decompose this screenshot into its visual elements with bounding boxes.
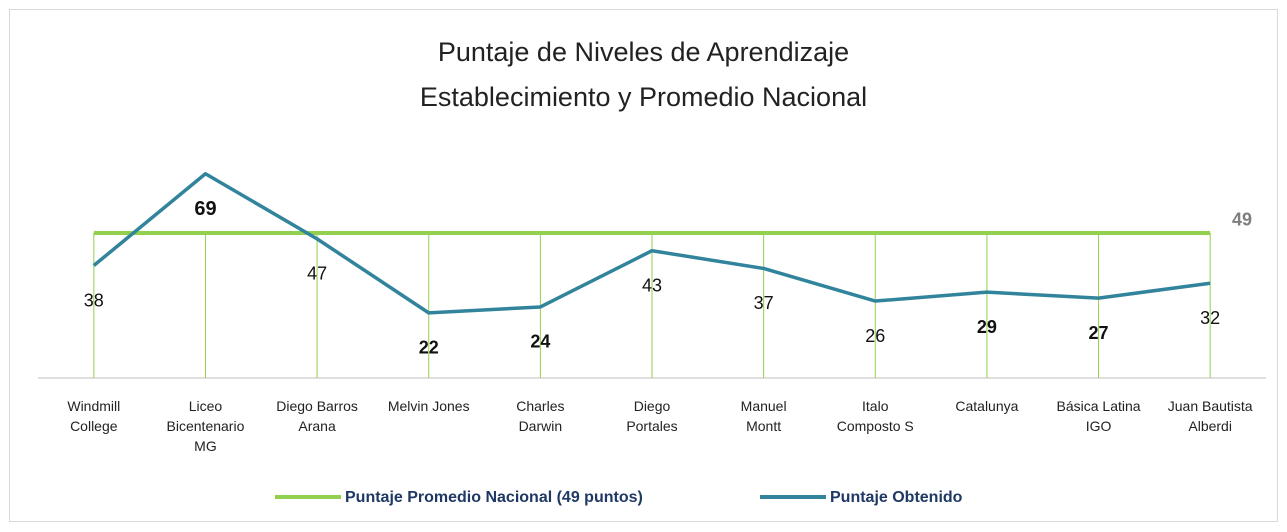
data-label: 69	[194, 198, 216, 220]
x-tick-label: Windmill College	[67, 398, 121, 434]
data-label: 29	[977, 317, 997, 337]
x-tick-label: Melvin Jones	[387, 398, 470, 414]
data-label: 38	[84, 290, 104, 310]
x-tick-label: Juan Bautista Alberdi	[1167, 398, 1253, 434]
data-label: 22	[419, 338, 439, 358]
data-label: 47	[307, 264, 327, 284]
data-label: 37	[754, 293, 774, 313]
x-tick-label: Básica Latina IGO	[1056, 398, 1141, 434]
legend-label: Puntaje Obtenido	[830, 489, 963, 506]
x-tick-label: Diego Barros Arana	[276, 398, 358, 434]
data-label: 49	[1232, 210, 1252, 230]
data-label: 26	[865, 326, 885, 346]
chart-title: Puntaje de Niveles de Aprendizaje Establ…	[419, 37, 868, 112]
legend-label: Puntaje Promedio Nacional (49 puntos)	[345, 489, 643, 506]
x-tick-label: Italo Composto S	[836, 398, 914, 434]
x-tick-label: Liceo Bicentenario MG	[166, 398, 245, 454]
x-tick-label: Diego Portales	[626, 398, 678, 434]
data-label: 27	[1089, 323, 1109, 343]
data-label: 24	[530, 332, 550, 352]
x-tick-label: Charles Darwin	[516, 398, 565, 434]
x-tick-label: Catalunya	[955, 398, 1019, 414]
chart-border	[9, 9, 1278, 522]
x-tick-label: Manuel Montt	[740, 398, 787, 434]
data-label: 43	[642, 275, 662, 295]
data-label: 32	[1200, 308, 1220, 328]
series-line	[92, 172, 1211, 315]
